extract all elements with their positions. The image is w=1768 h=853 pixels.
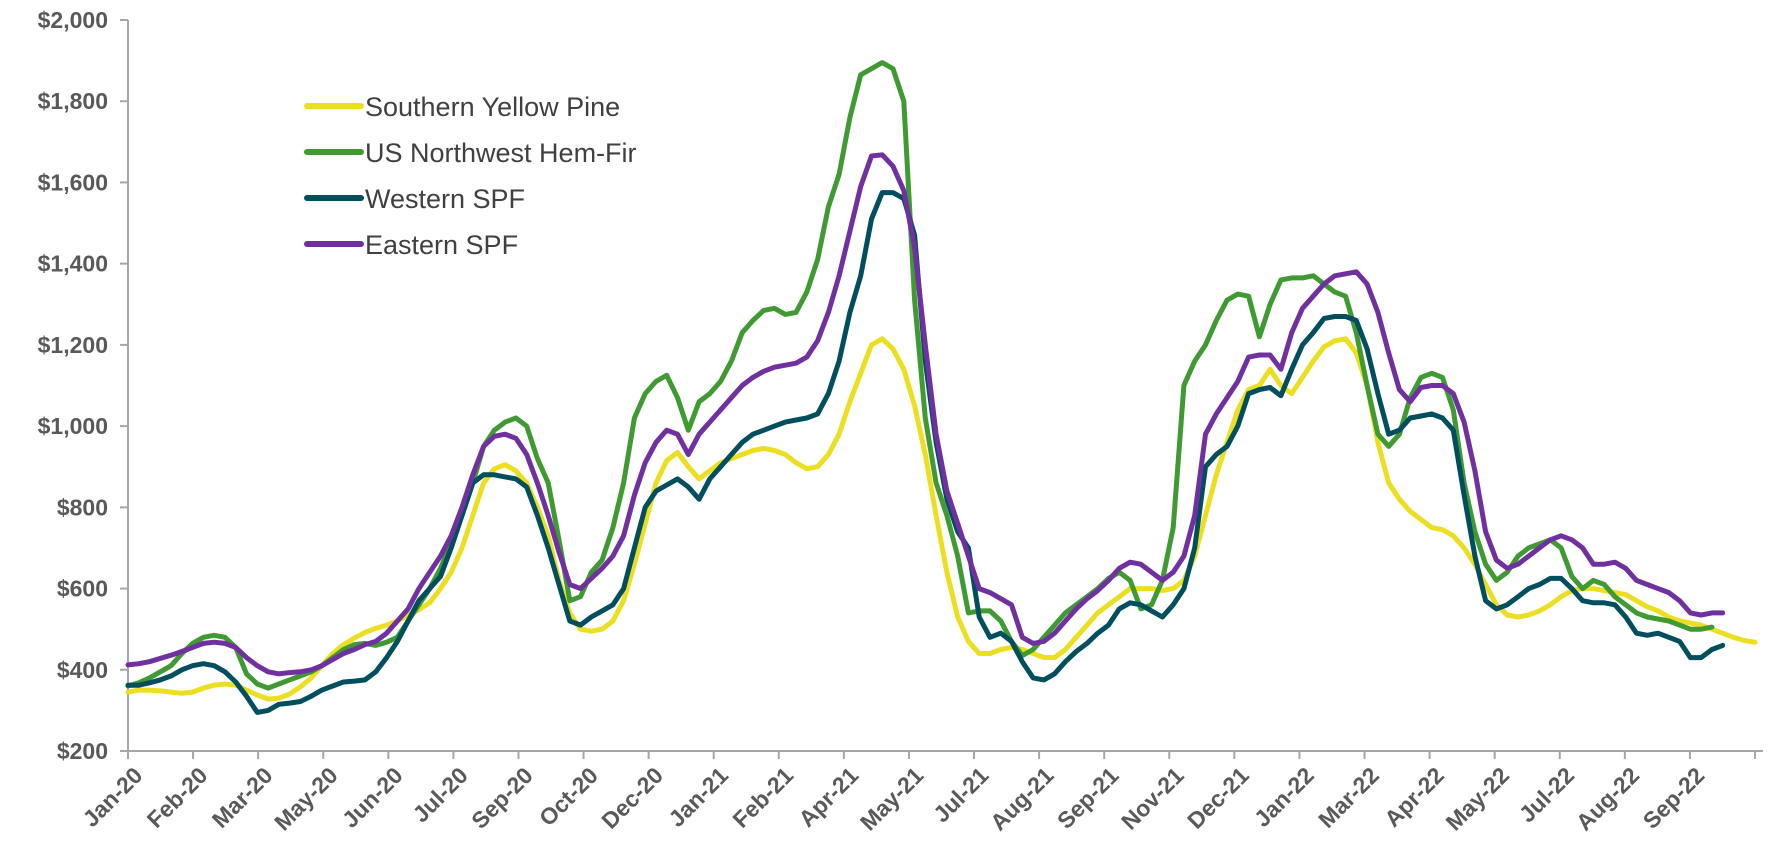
legend-label-southern-yellow-pine: Southern Yellow Pine [365, 92, 620, 122]
x-tick-label: Jan-20 [77, 762, 147, 832]
y-tick-label: $800 [57, 494, 108, 520]
legend: Southern Yellow Pine US Northwest Hem-Fir… [304, 92, 637, 260]
series-lines [125, 60, 1758, 715]
y-tick-label: $1,400 [38, 251, 108, 277]
x-tick-label: Nov-21 [1116, 762, 1189, 835]
x-tick-label: Jul-22 [1514, 762, 1579, 827]
x-tick-label: Oct-20 [534, 762, 603, 831]
y-tick-label: $1,600 [38, 169, 108, 195]
y-tick-label: $400 [57, 657, 108, 683]
y-tick-label: $1,000 [38, 413, 108, 439]
series-line-us-northwest-hem-fir [125, 60, 1715, 691]
legend-label-eastern-spf: Eastern SPF [365, 230, 518, 260]
x-tick-label: Aug-22 [1571, 762, 1645, 836]
x-tick-label: Dec-21 [1182, 762, 1254, 834]
x-tick-label: Feb-21 [727, 762, 798, 833]
x-tick-label: Jul-21 [928, 762, 994, 828]
y-tick-label: $200 [57, 738, 108, 764]
x-tick-label: Feb-20 [142, 762, 213, 833]
x-tick-label: Jan-22 [1249, 762, 1319, 832]
legend-label-western-spf: Western SPF [365, 184, 525, 214]
legend-label-us-northwest-hem-fir: US Northwest Hem-Fir [365, 138, 637, 168]
x-tick-label: May-22 [1441, 762, 1515, 836]
x-tick-label: Jun-20 [337, 762, 408, 833]
y-tick-label: $2,000 [38, 7, 108, 33]
x-tick-label: Sep-20 [466, 762, 538, 834]
x-tick-label: Jan-21 [663, 762, 733, 832]
x-tick-label: Apr-21 [793, 762, 863, 832]
y-tick-label: $600 [57, 576, 108, 602]
x-tick-label: Sep-21 [1052, 762, 1124, 834]
x-tick-label: Mar-20 [207, 762, 278, 833]
x-tick-label: Mar-22 [1313, 762, 1384, 833]
y-axis: $200 $400 $600 $800 $1,000 $1,200 $1,400 $1,600… [38, 7, 129, 764]
x-tick-label: May-21 [855, 762, 929, 836]
x-tick-label: Apr-22 [1379, 762, 1449, 832]
y-tick-label: $1,200 [38, 332, 108, 358]
y-tick-label: $1,800 [38, 88, 108, 114]
x-tick-label: Dec-20 [596, 762, 668, 834]
series-line-eastern-spf [125, 152, 1726, 677]
x-tick-label: May-20 [269, 762, 343, 836]
x-tick-label: Aug-21 [985, 762, 1059, 836]
x-tick-label: Jul-20 [407, 762, 472, 827]
x-tick-label: Sep-22 [1638, 762, 1710, 834]
